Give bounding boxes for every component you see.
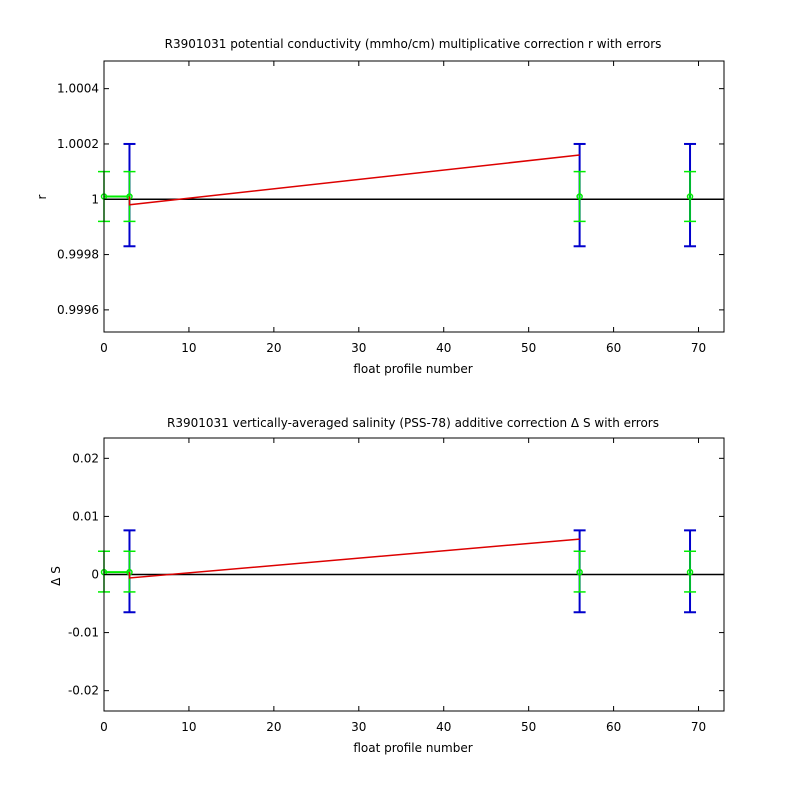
chart-ds-xticks: 0 10 20 30 40 50 60 70	[100, 438, 706, 734]
chart-r-xlabel: float profile number	[353, 362, 472, 376]
chart-ds-xlabel: float profile number	[353, 741, 472, 755]
chart-ds-data-point	[686, 568, 694, 576]
chart-ds-ylabel: Δ S	[49, 566, 63, 586]
chart-ds-xtick-label: 10	[181, 720, 196, 734]
chart-r-xtick-label: 40	[436, 341, 451, 355]
chart-r-ylabel: r	[35, 194, 49, 199]
chart-r-inner-errorbar	[573, 170, 586, 223]
chart-r-fit-line	[128, 154, 580, 206]
chart-ds-plot	[98, 529, 724, 614]
chart-r: R3901031 potential conductivity (mmho/cm…	[35, 37, 725, 376]
chart-r-ytick-label: 0.9996	[57, 303, 99, 317]
chart-ds-ytick-label: 0	[91, 568, 99, 582]
chart-r-title: R3901031 potential conductivity (mmho/cm…	[165, 37, 662, 51]
chart-r-ytick-label: 1.0004	[57, 82, 99, 96]
chart-r-data-point	[576, 193, 583, 200]
chart-ds-inner-errorbar	[684, 550, 697, 593]
chart-ds-inner-errorbar	[573, 550, 586, 593]
chart-r-xticks: 0 10 20 30 40 50 60 70	[100, 61, 706, 355]
chart-r-data-point	[686, 193, 694, 200]
chart-r-axes-box	[103, 60, 725, 333]
chart-r-xtick-label: 50	[521, 341, 536, 355]
chart-r-xtick-label: 0	[100, 341, 108, 355]
chart-r-ytick-label: 1	[91, 192, 99, 206]
chart-ds-ytick-label: -0.01	[68, 626, 99, 640]
chart-r-xtick-label: 30	[351, 341, 366, 355]
chart-ds-xtick-label: 30	[351, 720, 366, 734]
chart-ds-xtick-label: 40	[436, 720, 451, 734]
chart-ds-ytick-label: 0.02	[72, 451, 99, 465]
chart-r-ytick-label: 1.0002	[57, 137, 99, 151]
chart-r-yticks: 0.9996 0.9998 1 1.0002 1.0004	[57, 82, 724, 317]
chart-ds-xtick-label: 70	[691, 720, 706, 734]
chart-r-xtick-label: 20	[266, 341, 281, 355]
chart-ds-fit-line	[128, 538, 580, 579]
chart-ds-xtick-label: 20	[266, 720, 281, 734]
chart-ds-xtick-label: 0	[100, 720, 108, 734]
chart-ds-xtick-label: 60	[606, 720, 621, 734]
chart-ds: R3901031 vertically-averaged salinity (P…	[49, 416, 725, 755]
chart-r-inner-errorbar	[684, 170, 697, 223]
chart-r-xtick-label: 10	[181, 341, 196, 355]
chart-ds-title: R3901031 vertically-averaged salinity (P…	[167, 416, 659, 430]
chart-ds-ytick-label: 0.01	[72, 509, 99, 523]
chart-ds-data-point	[576, 568, 583, 576]
chart-r-xtick-label: 60	[606, 341, 621, 355]
chart-r-xtick-label: 70	[691, 341, 706, 355]
chart-ds-yticks: -0.02 -0.01 0 0.01 0.02	[68, 451, 724, 698]
chart-r-ytick-label: 0.9998	[57, 248, 99, 262]
chart-ds-xtick-label: 50	[521, 720, 536, 734]
chart-ds-ytick-label: -0.02	[68, 684, 99, 698]
